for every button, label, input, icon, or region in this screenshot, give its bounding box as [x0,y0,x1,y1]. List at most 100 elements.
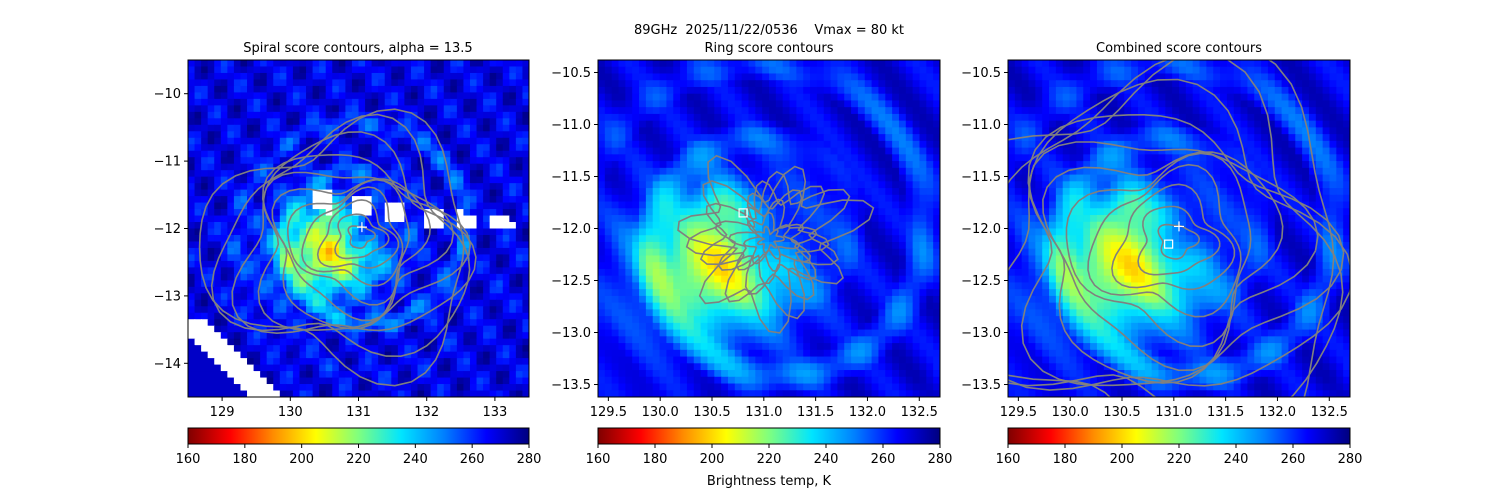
colorbar-tick-label: 200 [700,452,725,467]
contour-line [1065,152,1252,348]
contour-line [231,131,477,335]
contour-line [1087,163,1242,318]
colorbar-tick-label: 220 [1167,452,1192,467]
contour-line [1008,78,1350,391]
x-tick-label: 129 [210,405,235,420]
panel-title-ring: Ring score contours [704,41,833,56]
contour-line [1020,113,1345,387]
colorbar-tick-label: 240 [1224,452,1249,467]
colorbar-tick-label: 160 [176,452,201,467]
y-tick-label: −12.0 [551,222,591,237]
colorbar-tick-label: 160 [996,452,1021,467]
suptitle-line1: 89GHz 2025/11/22/0536 Vmax = 80 kt [633,23,905,38]
y-tick-label: −12 [154,222,181,237]
x-tick-label: 132 [414,405,439,420]
y-tick-label: −10.5 [961,66,1001,81]
y-tick-label: −10 [154,87,181,102]
x-tick-label: 131.0 [745,405,782,420]
contour-line [334,213,390,260]
y-tick-label: −13 [154,289,181,304]
center-square-marker [1164,239,1174,249]
contour-line [1157,223,1201,260]
x-tick-label: 132.0 [1259,405,1296,420]
heatmap-combined [1008,60,1350,397]
colorbar-1: 160 180 200 220 240 260 280 [586,427,953,467]
panel-ring: Ring score contours 129.5 130.0 130.5 131.0… [551,41,941,420]
colorbar-label: Brightness temp, K [707,474,832,489]
y-tick-label: −11.5 [961,170,1001,185]
x-tick-label: 129.5 [590,405,627,420]
y-tick-label: −13.5 [551,378,591,393]
x-tick-label: 131 [346,405,371,420]
y-tick-label: −13.5 [961,378,1001,393]
contour-line [210,113,471,358]
y-tick-label: −12.5 [551,274,591,289]
colorbar-tick-label: 280 [517,452,542,467]
y-tick-label: −14 [154,357,181,372]
x-tick-label: 131.5 [1207,405,1244,420]
colorbar-tick-label: 180 [643,452,668,467]
x-tick-label: 130.0 [1052,405,1089,420]
colorbar-tick-label: 240 [814,452,839,467]
panel-combined: Combined score contours 129.5 130.0 130.5 1… [961,41,1351,420]
colorbar-tick-label: 220 [346,452,371,467]
center-plus-marker [356,222,367,233]
x-tick-label: 129.5 [1000,405,1037,420]
x-tick-label: 130.5 [693,405,730,420]
contour-line [1008,60,1335,397]
y-tick-label: −11.5 [551,170,591,185]
x-tick-label: 133 [482,405,507,420]
colorbar-tick-label: 260 [871,452,896,467]
colorbar-tick-label: 200 [289,452,314,467]
colorbar-gradient [597,427,941,445]
figure-suptitle: 89GHz 2025/11/22/0536 Vmax = 80 kt [0,22,1500,40]
x-tick-label: 131.0 [1155,405,1192,420]
y-tick-label: −11 [154,155,181,170]
axis-ticks-spiral: 129 130 131 132 133 −10 −11 −12 −13 −14 [154,87,508,420]
axis-ticks-combined: 129.5 130.0 130.5 131.0 131.5 132.0 132.5 −10.5… [961,66,1348,420]
x-tick-label: 132.5 [1311,405,1348,420]
x-tick-label: 131.5 [797,405,834,420]
contour-line [347,225,377,250]
y-tick-label: −11.0 [551,118,591,133]
contour-line [316,199,400,269]
colorbar-0: 160 180 200 220 240 260 280 [176,427,542,467]
score-contours [198,108,477,387]
colorbar-tick-label: 260 [460,452,485,467]
colorbar-tick-label: 260 [1281,452,1306,467]
contour-line [1111,183,1236,291]
center-square-marker [738,208,748,218]
colorbar-gradient [1007,427,1351,445]
colorbar-tick-label: 240 [403,452,428,467]
y-tick-label: −13.0 [551,326,591,341]
contour-line [262,171,455,330]
colorbars: 160 180 200 220 240 260 280 160 180 200 220 240 260 2… [176,427,1362,467]
contour-line [699,180,830,301]
contour-line [677,154,875,334]
y-tick-label: −13.0 [961,326,1001,341]
y-tick-label: −12.0 [961,222,1001,237]
colorbar-tick-label: 220 [757,452,782,467]
contour-line [257,153,472,331]
score-contours [677,154,875,334]
contour-line [1028,141,1319,384]
colorbar-tick-label: 200 [1110,452,1135,467]
axis-ticks-ring: 129.5 130.0 130.5 131.0 131.5 132.0 132.5 −10.5… [551,66,938,420]
colorbar-2: 160 180 200 220 240 260 280 [996,427,1362,467]
x-tick-label: 132.5 [901,405,938,420]
x-tick-label: 130.5 [1103,405,1140,420]
contour-line [301,186,404,287]
colorbar-gradient [187,427,530,445]
colorbar-tick-label: 280 [928,452,953,467]
y-tick-label: −12.5 [961,274,1001,289]
colorbar-tick-label: 160 [586,452,611,467]
x-tick-label: 132.0 [849,405,886,420]
contour-line [1008,60,1344,397]
center-plus-marker [1174,221,1184,232]
y-tick-label: −10.5 [551,66,591,81]
score-contours [1008,60,1350,397]
heatmap-spiral [188,60,529,397]
contour-line [286,178,410,306]
panel-spiral: Spiral score contours, alpha = 13.5 129 1… [154,41,530,420]
